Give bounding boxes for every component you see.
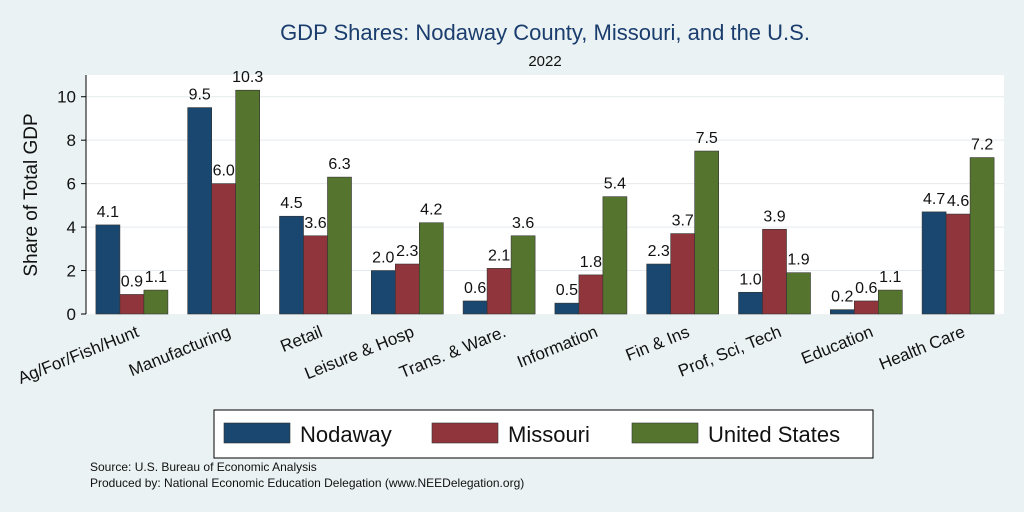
x-tick-label: Health Care (876, 322, 967, 374)
legend-label: Missouri (508, 422, 590, 447)
x-tick-label: Ag/For/Fish/Hunt (15, 322, 142, 388)
legend-label: United States (708, 422, 840, 447)
data-label: 1.1 (879, 269, 901, 286)
data-label: 0.9 (121, 273, 143, 290)
data-label: 9.5 (189, 87, 211, 104)
y-axis-title: Share of Total GDP (21, 113, 42, 276)
data-label: 0.2 (831, 289, 853, 306)
bar-nodaway (554, 302, 580, 315)
data-label: 7.2 (971, 137, 993, 154)
data-label: 7.5 (696, 130, 718, 147)
x-tick-label: Information (514, 322, 600, 371)
data-label: 6.3 (328, 156, 350, 173)
y-tick-label: 6 (67, 175, 76, 194)
data-label: 2.1 (488, 247, 510, 264)
data-label: 5.4 (604, 176, 626, 193)
bar-nodaway (646, 263, 672, 315)
data-label: 10.3 (232, 69, 263, 86)
x-tick-label: Fin & Ins (623, 322, 692, 365)
bar-united-states (235, 89, 260, 315)
source-line: Source: U.S. Bureau of Economic Analysis (90, 460, 317, 474)
data-label: 1.0 (739, 271, 761, 288)
data-label: 3.9 (763, 208, 785, 225)
chart-title: GDP Shares: Nodaway County, Missouri, an… (280, 20, 810, 45)
bar-nodaway (738, 291, 763, 315)
data-label: 2.3 (396, 243, 418, 260)
bar-missouri (762, 228, 787, 315)
data-label: 4.2 (420, 202, 442, 219)
bar-united-states (418, 222, 444, 315)
data-label: 2.3 (648, 243, 670, 260)
bar-nodaway (921, 211, 947, 315)
bar-united-states (143, 289, 169, 315)
bar-nodaway (370, 270, 396, 315)
bar-united-states (694, 150, 720, 315)
bar-nodaway (279, 215, 304, 315)
bar-missouri (119, 294, 145, 315)
data-label: 4.5 (280, 195, 302, 212)
credit-line: Produced by: National Economic Education… (90, 476, 524, 490)
data-label: 1.8 (580, 254, 602, 271)
data-label: 0.6 (855, 280, 877, 297)
bar-united-states (877, 289, 903, 315)
data-label: 3.6 (304, 215, 326, 232)
bar-united-states (602, 196, 628, 315)
bar-united-states (969, 157, 995, 315)
y-tick-label: 4 (67, 218, 76, 237)
data-label: 4.7 (923, 191, 945, 208)
legend-swatch-united-states (631, 422, 699, 444)
bar-nodaway (462, 300, 488, 315)
bar-missouri (670, 233, 696, 315)
bar-nodaway (95, 224, 121, 315)
legend-swatch-nodaway (223, 422, 291, 444)
data-label: 1.9 (787, 252, 809, 269)
y-tick-label: 2 (67, 262, 76, 281)
data-label: 6.0 (213, 163, 235, 180)
data-label: 1.1 (145, 269, 167, 286)
y-tick-label: 0 (67, 305, 76, 324)
x-tick-label: Manufacturing (126, 322, 233, 380)
bar-missouri (945, 213, 971, 315)
x-tick-label: Education (799, 322, 876, 368)
x-tick-label: Retail (278, 322, 325, 356)
data-label: 3.6 (512, 215, 534, 232)
legend-swatch-missouri (431, 422, 499, 444)
bar-missouri (211, 183, 236, 315)
legend-box (213, 409, 874, 459)
value-labels: 4.10.9 1.19.56.010.34.53.66.32.0 2.34.20.6… (97, 69, 994, 305)
bars (95, 89, 995, 315)
legend-label: Nodaway (300, 422, 392, 447)
bar-missouri (853, 300, 879, 315)
bar-united-states (510, 235, 536, 315)
bar-nodaway (187, 107, 212, 315)
chart-subtitle: 2022 (528, 53, 561, 70)
bar-missouri (578, 274, 604, 315)
bar-missouri (486, 268, 512, 315)
y-axis-ticks: 0 2 4 6 8 10 (57, 88, 86, 324)
data-label: 3.7 (672, 213, 694, 230)
data-label: 4.1 (97, 204, 119, 221)
bar-missouri (394, 263, 420, 315)
x-tick-label: Trans. & Ware. (397, 322, 509, 382)
data-label: 4.6 (947, 193, 969, 210)
data-label: 0.5 (556, 282, 578, 299)
bar-missouri (303, 235, 328, 315)
y-tick-label: 8 (67, 131, 76, 150)
data-label: 2.0 (372, 250, 394, 267)
bar-nodaway (829, 309, 855, 315)
legend: Nodaway Missouri United States (213, 409, 874, 459)
bar-united-states (327, 176, 352, 315)
y-tick-label: 10 (57, 88, 76, 107)
x-tick-label: Prof, Sci, Tech (676, 322, 784, 381)
data-label: 0.6 (464, 280, 486, 297)
bar-united-states (786, 272, 811, 315)
